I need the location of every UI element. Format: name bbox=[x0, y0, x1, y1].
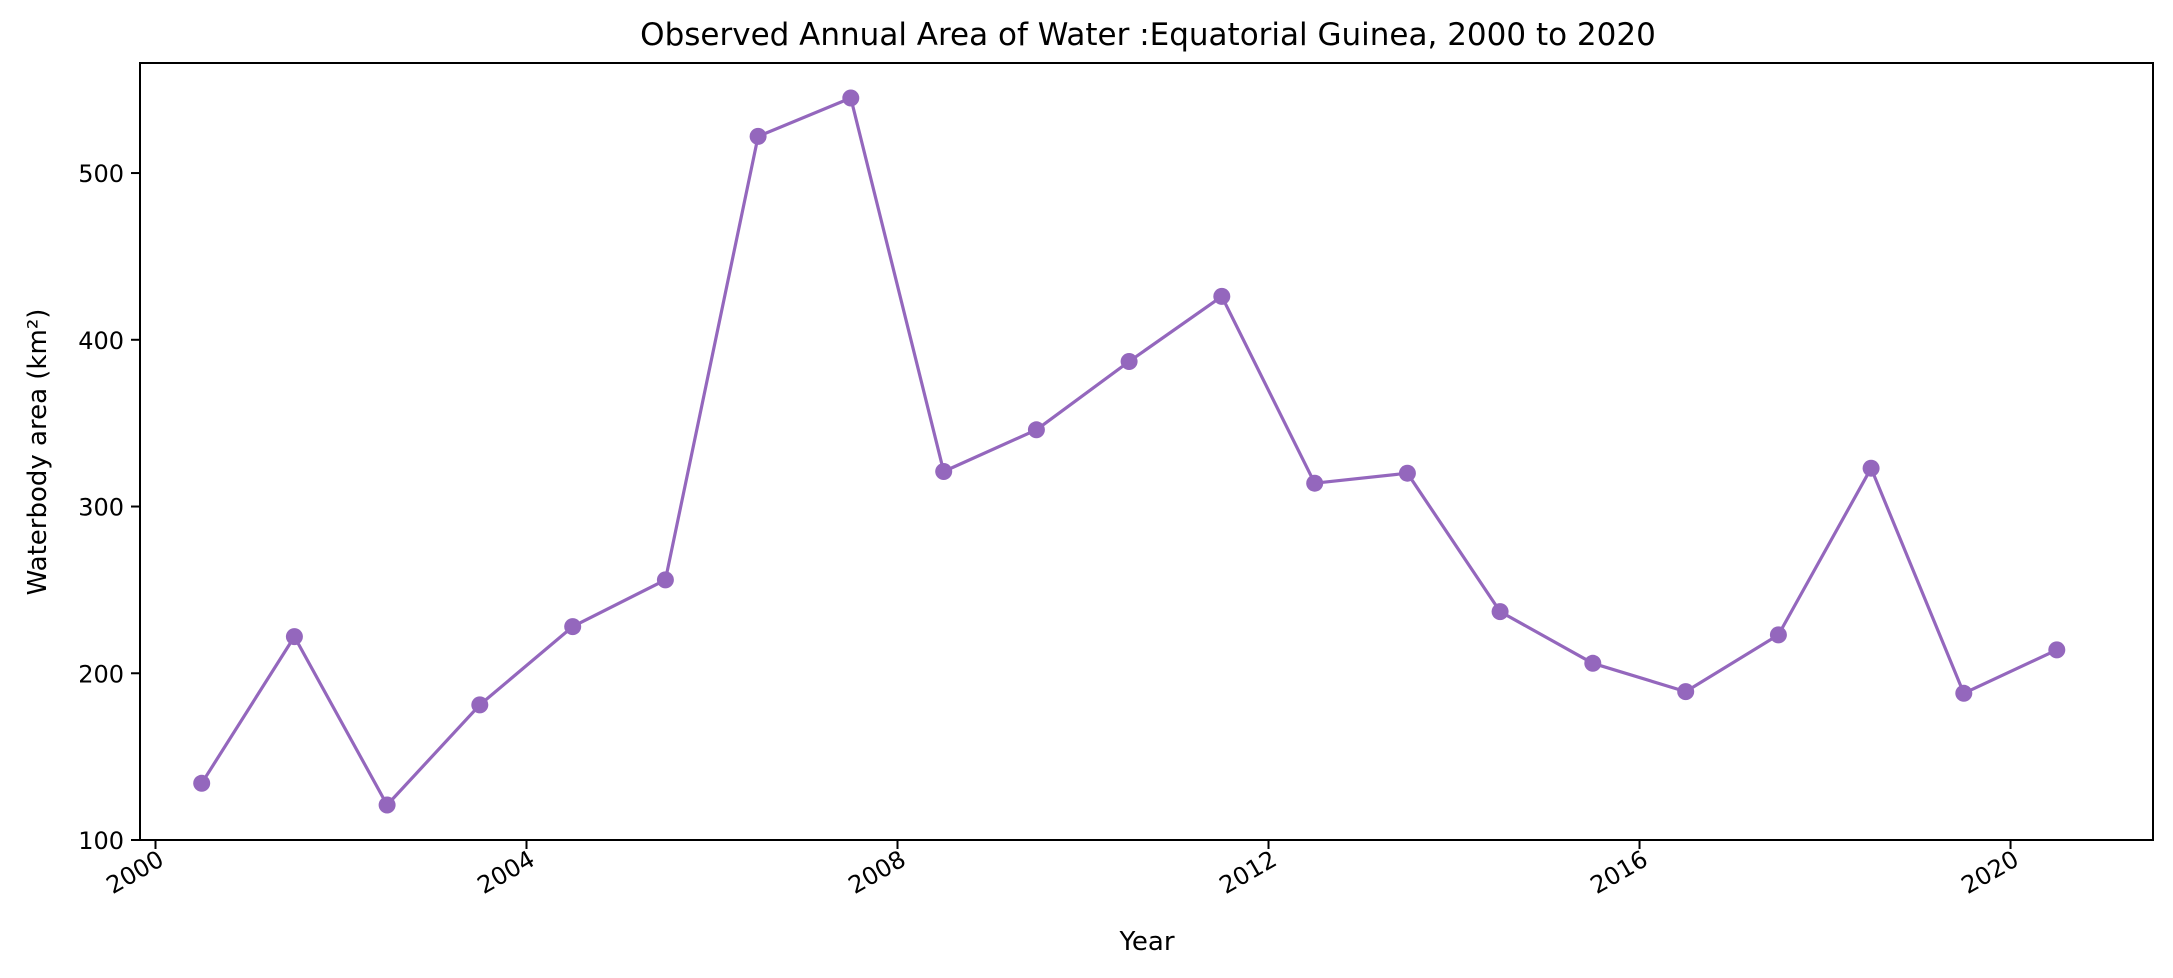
x-tick-label: 2008 bbox=[844, 845, 911, 900]
data-point bbox=[1677, 683, 1695, 701]
data-point bbox=[193, 774, 211, 792]
x-tick-label: 2004 bbox=[473, 845, 540, 900]
y-axis: 100 200 300 400 500 bbox=[78, 160, 140, 855]
y-tick-label: 400 bbox=[78, 327, 124, 355]
data-point bbox=[1306, 474, 1324, 492]
data-point bbox=[1584, 654, 1602, 672]
data-point bbox=[656, 571, 674, 589]
data-point bbox=[2048, 641, 2066, 659]
data-point bbox=[1027, 421, 1045, 439]
data-point bbox=[842, 89, 860, 107]
data-point bbox=[564, 618, 582, 636]
series-group bbox=[193, 89, 2066, 814]
data-point bbox=[285, 628, 303, 646]
chart-title: Observed Annual Area of Water :Equatoria… bbox=[640, 17, 1656, 53]
data-point bbox=[1769, 626, 1787, 644]
y-tick-label: 100 bbox=[78, 827, 124, 855]
x-tick-label: 2020 bbox=[1957, 845, 2024, 900]
x-tick-label: 2016 bbox=[1586, 845, 1653, 900]
data-point bbox=[935, 463, 953, 480]
y-axis-label: Waterbody area (km²) bbox=[23, 309, 53, 596]
data-point bbox=[1120, 353, 1138, 370]
x-axis-label: Year bbox=[1118, 927, 1174, 957]
y-tick-label: 200 bbox=[78, 660, 124, 688]
data-point bbox=[1862, 459, 1880, 477]
data-point bbox=[471, 696, 489, 714]
data-point bbox=[1213, 287, 1231, 305]
plot-frame bbox=[139, 62, 2154, 841]
x-tick-label: 2012 bbox=[1215, 845, 1282, 900]
data-point bbox=[1491, 603, 1509, 621]
data-point bbox=[378, 796, 396, 814]
data-point bbox=[1398, 464, 1416, 482]
data-point bbox=[1955, 684, 1973, 702]
y-tick-label: 500 bbox=[78, 160, 124, 188]
x-axis: 2000 2004 2008 2012 2016 2020 bbox=[102, 840, 2024, 900]
data-point bbox=[749, 127, 767, 145]
y-tick-label: 300 bbox=[78, 494, 124, 522]
